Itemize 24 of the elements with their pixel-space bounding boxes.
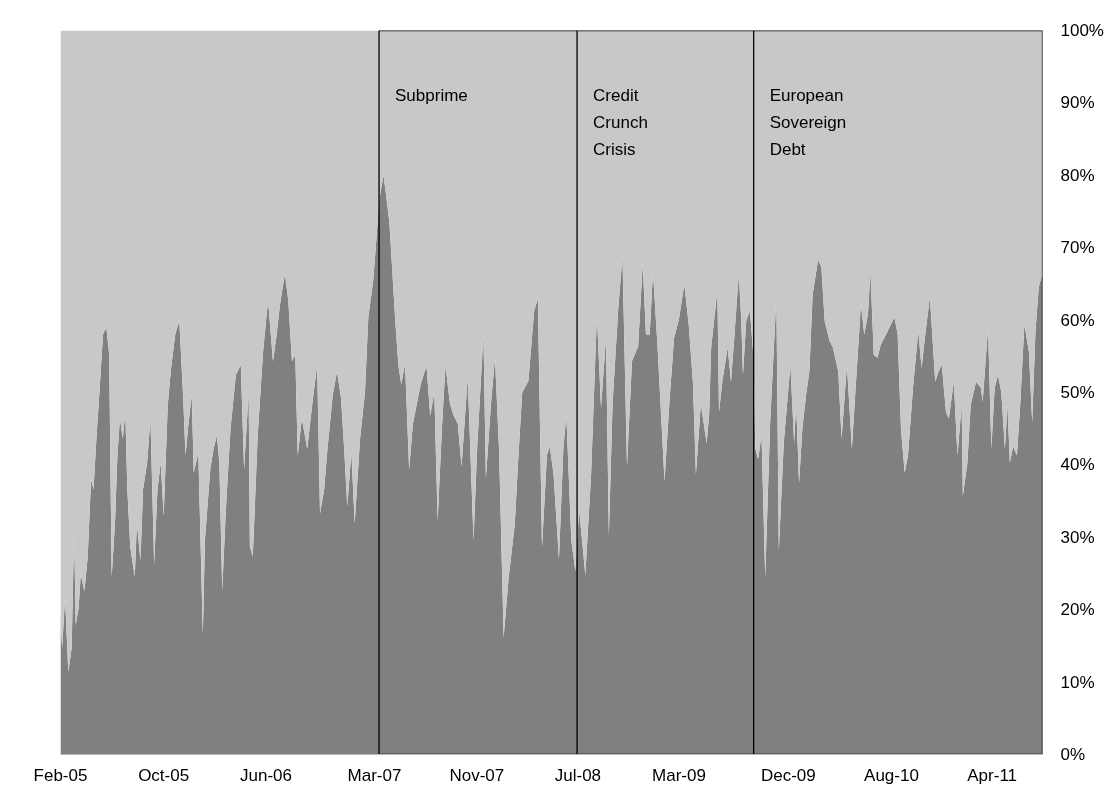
x-tick-label: Mar-09 <box>652 765 706 785</box>
x-tick-label: Feb-05 <box>33 765 88 785</box>
x-tick-label: Apr-11 <box>967 765 1018 785</box>
y-tick-label: 50% <box>1060 383 1095 402</box>
x-tick-label: Nov-07 <box>449 765 505 785</box>
x-tick-label: Dec-09 <box>760 765 816 785</box>
ref-line-label: Credit Crunch Crisis <box>593 86 648 159</box>
x-tick-label: Oct-05 <box>138 765 190 785</box>
y-tick-label: 30% <box>1060 527 1095 547</box>
y-tick-label: 80% <box>1060 165 1095 185</box>
y-tick-label: 90% <box>1060 93 1095 113</box>
ref-line-label: Subprime <box>395 86 468 105</box>
y-tick-label: 40% <box>1060 455 1095 475</box>
y-tick-label: 60% <box>1060 310 1095 330</box>
x-tick-label: Mar-07 <box>347 765 402 785</box>
x-tick-label: Jun-06 <box>239 765 292 785</box>
y-tick-label: 70% <box>1060 238 1095 258</box>
y-tick-label: 100% <box>1060 21 1104 40</box>
x-tick-label: Aug-10 <box>864 765 919 785</box>
x-tick-label: Jul-08 <box>554 765 602 785</box>
y-tick-label: 20% <box>1060 600 1095 620</box>
y-tick-label: 10% <box>1060 672 1095 692</box>
y-tick-label: 0% <box>1060 745 1086 764</box>
ref-line-label: European Sovereign Debt <box>769 86 847 159</box>
